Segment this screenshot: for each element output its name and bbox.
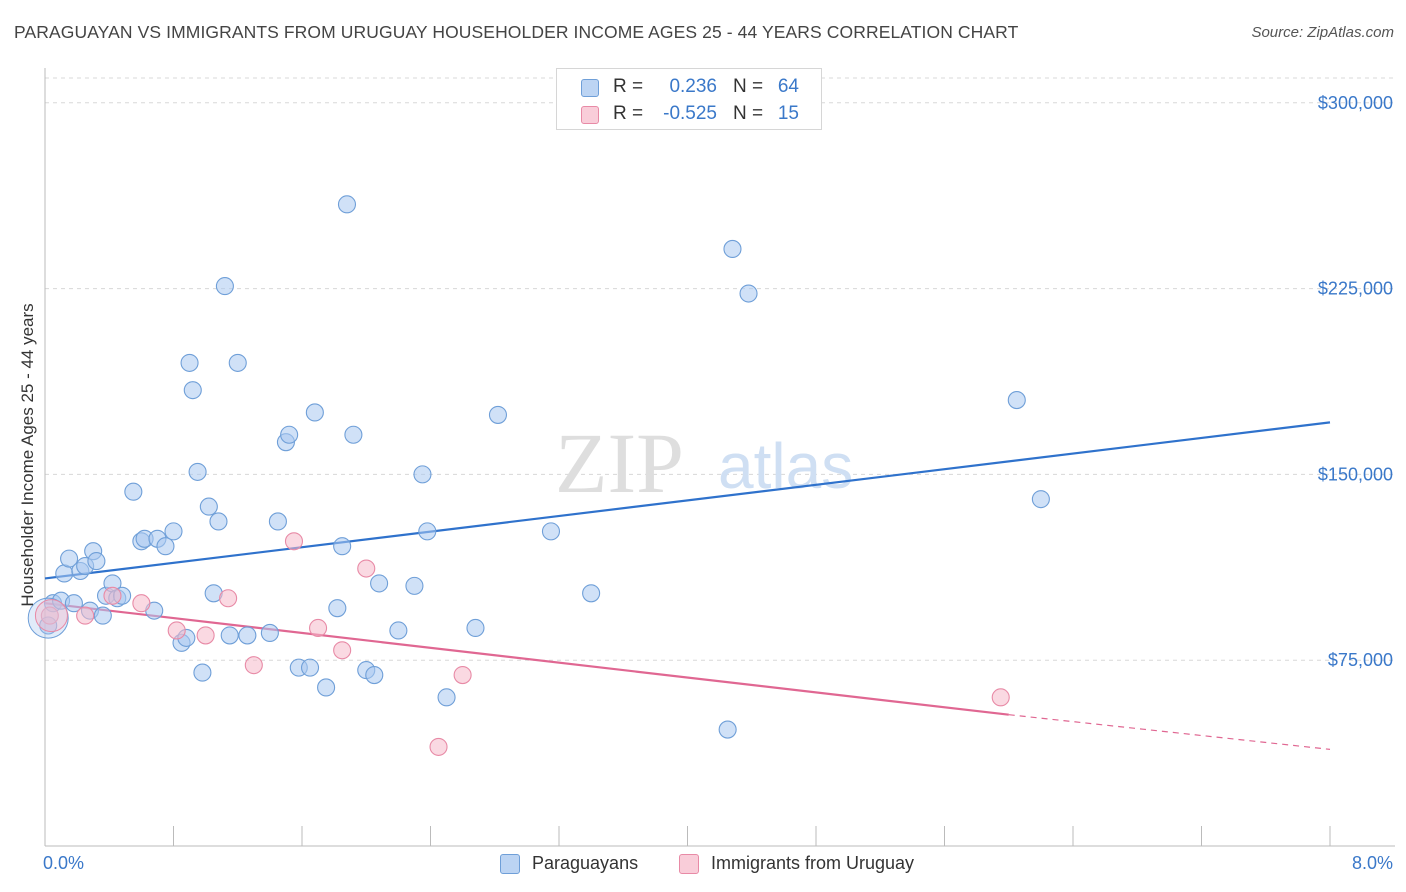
legend-n-value: 15 xyxy=(777,103,799,124)
legend-swatch-blue xyxy=(581,79,599,97)
data-point-paraguayans xyxy=(193,663,212,682)
data-point-uruguay-cluster xyxy=(34,599,68,633)
data-point-paraguayans xyxy=(300,658,320,677)
legend-swatch-pink xyxy=(581,106,599,124)
data-point-paraguayans xyxy=(437,688,456,707)
data-point-paraguayans xyxy=(739,284,758,303)
y-tick-label: $300,000 xyxy=(1318,93,1393,113)
data-point-paraguayans xyxy=(215,277,234,296)
tick-labels: $75,000 $150,000 $225,000 $300,000 0.0% 8.0% xyxy=(43,93,1393,873)
legend-n-value: 64 xyxy=(777,76,799,97)
data-point-uruguay xyxy=(333,641,352,660)
data-point-paraguayans xyxy=(337,195,357,214)
data-point-paraguayans xyxy=(93,606,112,625)
data-point-paraguayans xyxy=(87,552,106,571)
data-point-paraguayans xyxy=(344,425,363,444)
data-point-paraguayans xyxy=(260,623,279,642)
data-point-paraguayans-cluster xyxy=(27,597,69,639)
data-point-uruguay xyxy=(132,594,151,613)
data-point-paraguayans xyxy=(466,618,485,638)
grid-lines xyxy=(45,77,1395,661)
legend-n-label: N = xyxy=(733,76,764,97)
data-point-uruguay xyxy=(167,621,186,640)
data-point-paraguayans xyxy=(418,522,437,541)
data-point-uruguay xyxy=(309,618,328,638)
data-points xyxy=(27,195,1050,756)
data-point-paraguayans xyxy=(488,405,508,424)
data-point-uruguay xyxy=(991,688,1010,707)
data-point-paraguayans xyxy=(305,403,324,422)
data-point-paraguayans xyxy=(405,576,424,595)
chart-title: PARAGUAYAN VS IMMIGRANTS FROM URUGUAY HO… xyxy=(14,22,1019,42)
data-point-uruguay xyxy=(244,656,263,675)
data-point-paraguayans xyxy=(413,465,432,484)
data-point-paraguayans xyxy=(370,574,389,593)
data-point-paraguayans xyxy=(164,522,183,541)
y-tick-label: $75,000 xyxy=(1328,650,1393,670)
data-point-paraguayans xyxy=(220,626,239,645)
data-point-paraguayans xyxy=(280,425,299,444)
legend-label: Immigrants from Uruguay xyxy=(711,853,915,873)
watermark-atlas: atlas xyxy=(718,430,853,502)
data-point-uruguay xyxy=(76,606,95,625)
watermark-zip: ZIP xyxy=(555,415,684,511)
data-point-paraguayans xyxy=(238,626,257,645)
data-point-paraguayans xyxy=(389,621,408,640)
data-point-paraguayans xyxy=(183,381,202,400)
data-point-paraguayans xyxy=(188,462,207,481)
data-point-paraguayans xyxy=(228,353,247,372)
legend-row-paraguayans: R = 0.236 N = 64 xyxy=(557,74,821,100)
data-point-paraguayans xyxy=(124,482,143,501)
data-point-uruguay xyxy=(103,586,122,605)
legend-r-label: R = xyxy=(613,76,644,97)
data-point-paraguayans xyxy=(180,353,199,372)
data-point-paraguayans xyxy=(333,537,352,556)
data-point-uruguay xyxy=(219,589,238,608)
y-tick-label: $225,000 xyxy=(1318,279,1393,299)
data-point-paraguayans xyxy=(1031,490,1050,509)
data-point-paraguayans xyxy=(268,512,287,531)
data-point-uruguay xyxy=(284,532,304,551)
legend-r-value: -0.525 xyxy=(663,103,717,124)
data-point-paraguayans xyxy=(1007,391,1026,410)
legend-r-label: R = xyxy=(613,103,644,124)
data-point-uruguay xyxy=(40,606,59,625)
data-point-paraguayans xyxy=(199,497,218,516)
data-point-paraguayans xyxy=(328,599,347,618)
y-axis-label: Householder Income Ages 25 - 44 years xyxy=(18,303,37,606)
trend-line-uruguay xyxy=(44,602,1009,716)
legend-r-value: 0.236 xyxy=(669,76,717,97)
legend-swatch-pink xyxy=(679,854,699,874)
data-point-uruguay xyxy=(196,626,215,645)
legend-label: Paraguayans xyxy=(532,853,639,873)
series-legend: Paraguayans Immigrants from Uruguay xyxy=(0,852,1406,878)
data-point-paraguayans xyxy=(582,584,601,603)
correlation-legend: R = 0.236 N = 64 R = -0.525 N = 15 xyxy=(556,68,822,130)
source-credit: Source: ZipAtlas.com xyxy=(1251,24,1394,41)
data-point-uruguay xyxy=(453,666,472,685)
data-point-paraguayans xyxy=(365,666,384,685)
legend-row-uruguay: R = -0.525 N = 15 xyxy=(557,101,821,127)
trend-line-uruguay-extension xyxy=(1008,714,1331,750)
data-point-uruguay xyxy=(429,737,448,756)
trend-line-paraguayans xyxy=(44,421,1331,580)
data-point-paraguayans xyxy=(723,239,742,258)
data-point-paraguayans xyxy=(156,537,175,556)
x-tick-label: 8.0% xyxy=(1352,853,1393,873)
data-point-paraguayans xyxy=(64,594,83,613)
data-point-paraguayans xyxy=(718,720,737,739)
data-point-paraguayans xyxy=(209,512,228,531)
data-point-paraguayans xyxy=(317,678,336,697)
legend-n-label: N = xyxy=(733,103,764,124)
axes xyxy=(44,68,1395,847)
x-tick-label: 0.0% xyxy=(43,853,84,873)
data-point-paraguayans xyxy=(60,549,79,568)
trend-lines xyxy=(44,421,1331,750)
data-point-paraguayans xyxy=(541,522,561,541)
y-tick-label: $150,000 xyxy=(1318,464,1393,484)
legend-swatch-blue xyxy=(500,854,520,874)
data-point-uruguay xyxy=(357,559,376,578)
watermark: ZIP atlas xyxy=(555,415,853,511)
